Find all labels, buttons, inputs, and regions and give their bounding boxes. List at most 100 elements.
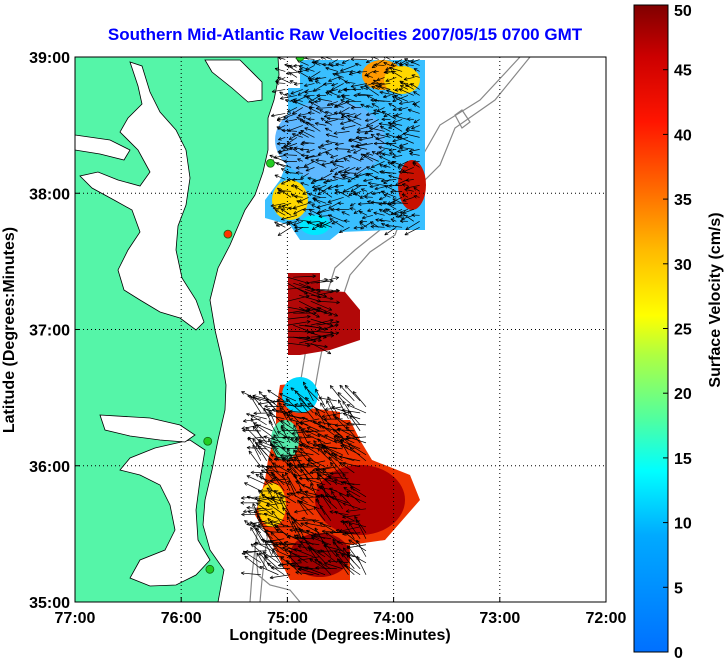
velocity-vector-head [304, 85, 308, 88]
velocity-vector-head [326, 102, 330, 106]
velocity-vector-head [306, 530, 309, 534]
velocity-vector [308, 213, 315, 216]
velocity-vector-head [318, 340, 322, 343]
velocity-vector-head [345, 426, 348, 430]
velocity-vector [342, 502, 361, 510]
velocity-vector-head [253, 422, 257, 426]
velocity-vector [332, 414, 349, 426]
x-axis-label: Longitude (Degrees:Minutes) [229, 627, 450, 644]
velocity-vector [312, 196, 327, 199]
velocity-vector-head [270, 540, 274, 542]
velocity-vector [369, 127, 385, 132]
velocity-vector [267, 389, 285, 402]
velocity-vector-head [277, 232, 281, 236]
velocity-vector-head [392, 98, 396, 102]
x-tick-label: 76:00 [161, 610, 202, 627]
velocity-vector-head [312, 274, 316, 277]
velocity-vector-head [306, 345, 311, 348]
velocity-vector [341, 125, 356, 130]
velocity-vector [337, 392, 355, 408]
velocity-vector-head [280, 216, 285, 220]
velocity-vector-head [288, 136, 292, 140]
velocity-vector [321, 540, 332, 557]
velocity-vector [271, 496, 291, 498]
velocity-vector [294, 445, 308, 462]
velocity-vector [313, 440, 326, 456]
velocity-vector-head [246, 505, 251, 508]
velocity-vector-head [283, 153, 287, 156]
velocity-vector-head [352, 87, 357, 90]
velocity-vector [334, 155, 350, 162]
velocity-vector [325, 494, 343, 504]
velocity-vector-head [266, 487, 270, 492]
velocity-vector-head [265, 503, 270, 506]
velocity-vector-head [344, 81, 348, 84]
velocity-vector-head [291, 178, 296, 181]
velocity-vector [310, 101, 321, 108]
velocity-vector-head [413, 91, 416, 95]
velocity-vector-head [337, 558, 339, 563]
velocity-vector [305, 65, 315, 71]
velocity-vector-head [246, 445, 251, 448]
velocity-vector [354, 63, 362, 66]
velocity-vector-head [399, 211, 403, 216]
velocity-vector-head [311, 537, 315, 541]
velocity-vector [298, 397, 314, 414]
velocity-vector-head [276, 190, 281, 194]
velocity-vector-head [405, 226, 408, 230]
velocity-vector-head [320, 549, 325, 551]
velocity-vector-head [276, 141, 281, 145]
velocity-vector-head [401, 193, 405, 198]
velocity-vector-head [270, 453, 275, 456]
velocity-vector-head [307, 201, 312, 205]
velocity-vector-head [276, 120, 281, 122]
velocity-vector [329, 487, 349, 498]
velocity-vector-head [363, 154, 366, 158]
velocity-vector-head [289, 66, 293, 69]
velocity-vector-head [317, 549, 321, 552]
velocity-vector-head [327, 186, 331, 190]
velocity-vector [344, 81, 356, 84]
velocity-vector-head [289, 528, 294, 531]
velocity-vector-head [376, 133, 380, 137]
velocity-vector-head [304, 521, 309, 524]
velocity-vector-head [318, 338, 322, 341]
velocity-vector-head [356, 127, 361, 131]
velocity-vector-head [320, 117, 325, 119]
velocity-vector-head [337, 558, 341, 561]
velocity-vector [388, 175, 403, 180]
velocity-vector [327, 117, 344, 120]
velocity-vector [264, 556, 279, 570]
velocity-vector-head [295, 436, 299, 439]
velocity-vector-head [343, 158, 347, 162]
velocity-vector [318, 397, 337, 402]
velocity-vector-head [307, 118, 311, 122]
velocity-vector [401, 167, 414, 173]
velocity-vector-head [319, 522, 322, 526]
velocity-vector-head [312, 178, 316, 182]
velocity-vector-head [255, 527, 260, 531]
velocity-vector [315, 159, 327, 162]
velocity-vector-head [373, 109, 377, 113]
velocity-vector [331, 83, 344, 91]
velocity-vector [304, 89, 321, 93]
velocity-vector [299, 488, 314, 504]
velocity-vector [342, 532, 361, 535]
velocity-vector-head [270, 532, 275, 534]
velocity-vector-head [364, 72, 368, 77]
velocity-vector-head [399, 143, 403, 147]
velocity-vector [265, 540, 279, 557]
velocity-vector-head [250, 527, 254, 530]
velocity-vector-head [373, 109, 378, 111]
velocity-vector-head [371, 86, 375, 90]
velocity-north-yellow-w [272, 180, 308, 220]
velocity-vector [266, 414, 285, 420]
velocity-vector-head [380, 180, 385, 183]
velocity-vector-head [318, 424, 323, 427]
velocity-vector [283, 154, 297, 156]
velocity-vector [305, 167, 315, 172]
velocity-vector [327, 197, 344, 203]
velocity-vector [402, 184, 408, 186]
velocity-vector-head [371, 193, 376, 196]
velocity-vector-head [330, 461, 334, 465]
